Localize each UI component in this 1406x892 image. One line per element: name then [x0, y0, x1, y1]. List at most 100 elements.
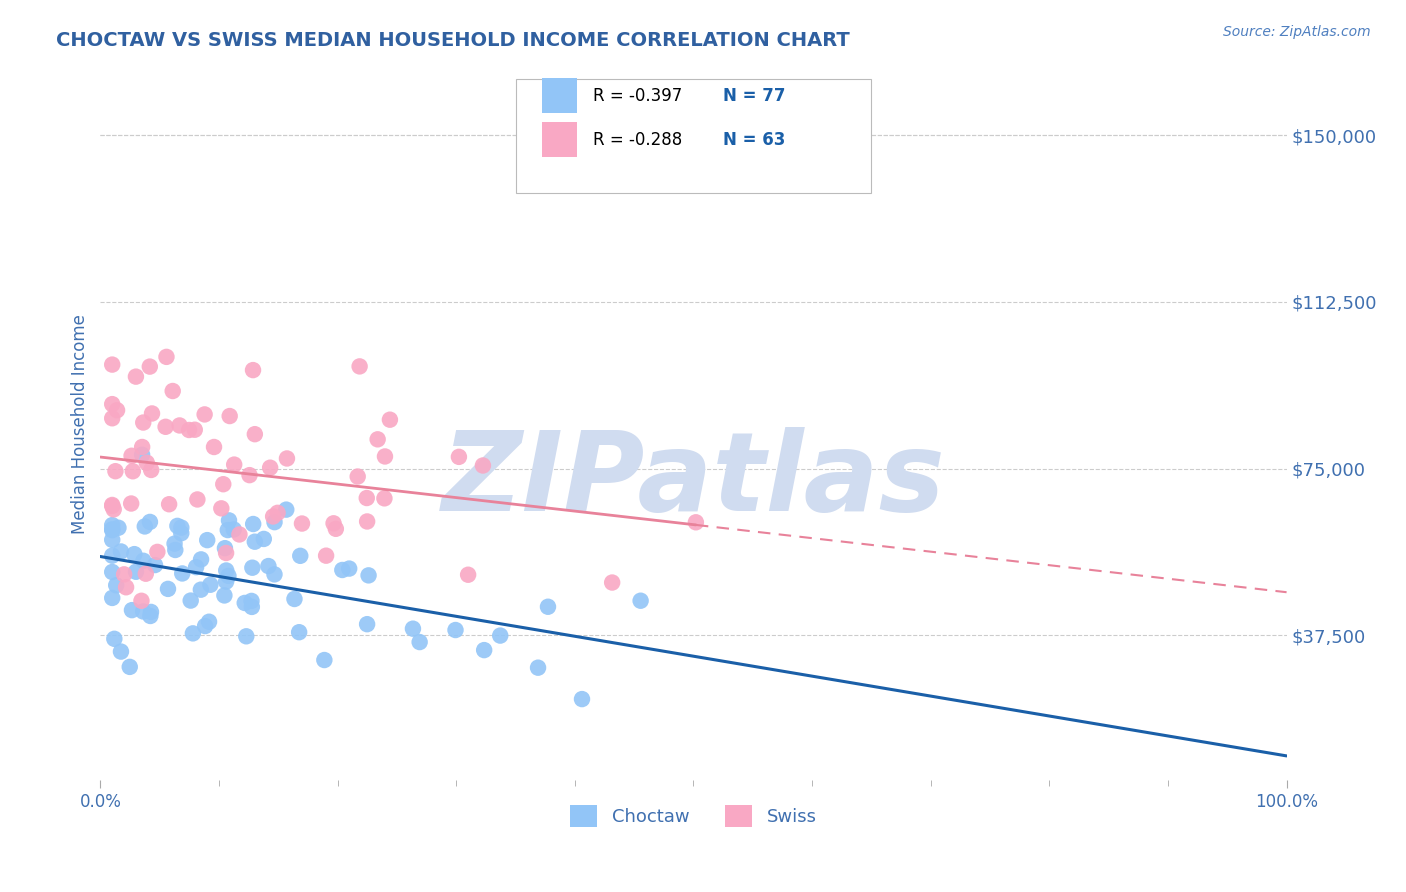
Point	[139, 515, 162, 529]
Point	[101, 522, 124, 536]
Point	[408, 635, 430, 649]
Point	[325, 522, 347, 536]
Point	[489, 629, 512, 643]
Point	[104, 464, 127, 478]
Point	[121, 603, 143, 617]
Point	[356, 491, 378, 505]
Point	[266, 506, 288, 520]
Point	[180, 593, 202, 607]
Point	[357, 568, 380, 582]
Point	[172, 566, 194, 581]
FancyBboxPatch shape	[516, 79, 872, 193]
Point	[330, 563, 353, 577]
Point	[170, 526, 193, 541]
Point	[238, 468, 260, 483]
Point	[217, 523, 239, 537]
Point	[101, 498, 124, 512]
Text: ZIPatlas: ZIPatlas	[441, 427, 945, 534]
Point	[156, 582, 179, 596]
Point	[131, 448, 153, 462]
Point	[457, 567, 479, 582]
Point	[155, 350, 177, 364]
Point	[214, 589, 236, 603]
Point	[322, 516, 344, 531]
Point	[107, 521, 129, 535]
Point	[337, 561, 360, 575]
Point	[177, 423, 200, 437]
Point	[218, 513, 240, 527]
Point	[186, 492, 208, 507]
Point	[198, 615, 221, 629]
Point	[373, 491, 395, 506]
Point	[101, 518, 124, 533]
Point	[194, 619, 217, 633]
Point	[101, 523, 124, 537]
Point	[214, 541, 236, 556]
Point	[243, 534, 266, 549]
Point	[240, 599, 263, 614]
Point	[257, 559, 280, 574]
Point	[222, 523, 245, 537]
Point	[243, 427, 266, 442]
Point	[240, 560, 263, 574]
Point	[283, 591, 305, 606]
Point	[181, 626, 204, 640]
Point	[215, 574, 238, 589]
Point	[132, 554, 155, 568]
Point	[101, 591, 124, 605]
Point	[157, 497, 180, 511]
Point	[367, 433, 389, 447]
Point	[472, 643, 495, 657]
Point	[233, 596, 256, 610]
Point	[253, 532, 276, 546]
Point	[215, 546, 238, 560]
Point	[212, 477, 235, 491]
Point	[141, 407, 163, 421]
Point	[131, 440, 153, 454]
Point	[374, 450, 396, 464]
Point	[170, 520, 193, 534]
Text: Source: ZipAtlas.com: Source: ZipAtlas.com	[1223, 25, 1371, 39]
Point	[314, 653, 336, 667]
Point	[143, 558, 166, 572]
Point	[125, 565, 148, 579]
Point	[194, 408, 217, 422]
Point	[139, 605, 162, 619]
Point	[276, 502, 298, 516]
Point	[118, 660, 141, 674]
Text: R = -0.397: R = -0.397	[593, 87, 682, 104]
Point	[141, 463, 163, 477]
Point	[162, 384, 184, 398]
Point	[110, 544, 132, 558]
Point	[184, 560, 207, 574]
Point	[120, 496, 142, 510]
Point	[101, 549, 124, 563]
Point	[209, 501, 232, 516]
Point	[166, 519, 188, 533]
Point	[184, 423, 207, 437]
Point	[228, 527, 250, 541]
Point	[103, 502, 125, 516]
Point	[103, 632, 125, 646]
Point	[600, 575, 623, 590]
Point	[132, 416, 155, 430]
Text: CHOCTAW VS SWISS MEDIAN HOUSEHOLD INCOME CORRELATION CHART: CHOCTAW VS SWISS MEDIAN HOUSEHOLD INCOME…	[56, 31, 851, 50]
Point	[224, 458, 246, 472]
Point	[378, 413, 401, 427]
Point	[263, 567, 285, 582]
Point	[190, 552, 212, 566]
Point	[630, 593, 652, 607]
Point	[471, 458, 494, 473]
Point	[447, 450, 470, 464]
Point	[235, 629, 257, 643]
Point	[155, 419, 177, 434]
Point	[112, 567, 135, 582]
Point	[290, 549, 312, 563]
Point	[115, 580, 138, 594]
Text: R = -0.288: R = -0.288	[593, 130, 682, 149]
Point	[163, 536, 186, 550]
Point	[346, 469, 368, 483]
Point	[146, 545, 169, 559]
Point	[101, 565, 124, 579]
Point	[135, 566, 157, 581]
